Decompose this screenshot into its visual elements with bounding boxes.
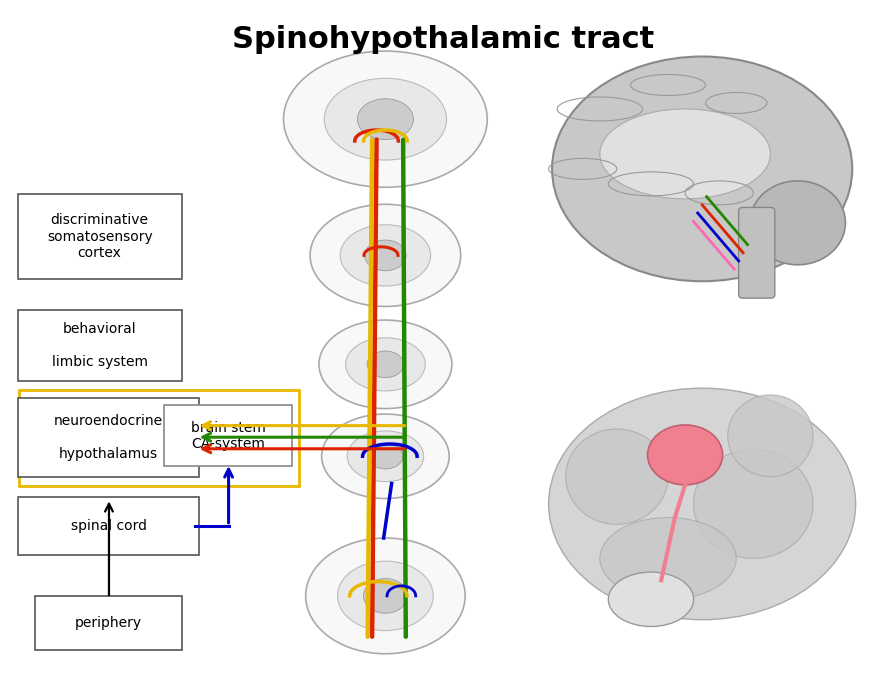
Text: behavioral

limbic system: behavioral limbic system	[51, 322, 148, 369]
Ellipse shape	[600, 109, 771, 199]
Text: neuroendocrine

hypothalamus: neuroendocrine hypothalamus	[54, 414, 163, 461]
Ellipse shape	[306, 538, 465, 654]
Ellipse shape	[600, 518, 736, 599]
Ellipse shape	[324, 78, 447, 160]
Text: brain stem
CA-system: brain stem CA-system	[190, 421, 266, 451]
Ellipse shape	[338, 561, 433, 631]
Ellipse shape	[750, 181, 845, 265]
Ellipse shape	[648, 425, 723, 485]
Ellipse shape	[347, 431, 424, 481]
Ellipse shape	[727, 395, 813, 477]
Ellipse shape	[552, 57, 852, 281]
Ellipse shape	[363, 579, 408, 613]
FancyBboxPatch shape	[35, 596, 182, 650]
Ellipse shape	[365, 240, 406, 270]
Ellipse shape	[609, 572, 694, 627]
Ellipse shape	[340, 225, 431, 286]
FancyBboxPatch shape	[18, 194, 182, 279]
Ellipse shape	[368, 443, 403, 469]
Ellipse shape	[284, 51, 487, 187]
Text: periphery: periphery	[75, 616, 142, 630]
Ellipse shape	[357, 99, 414, 140]
Ellipse shape	[310, 204, 461, 306]
Ellipse shape	[548, 388, 856, 620]
Text: discriminative
somatosensory
cortex: discriminative somatosensory cortex	[47, 213, 152, 260]
FancyBboxPatch shape	[18, 497, 199, 555]
FancyBboxPatch shape	[739, 208, 774, 298]
Ellipse shape	[319, 320, 452, 409]
FancyBboxPatch shape	[164, 405, 292, 466]
Ellipse shape	[694, 449, 813, 558]
FancyBboxPatch shape	[18, 310, 182, 381]
Text: spinal cord: spinal cord	[71, 519, 146, 533]
Ellipse shape	[367, 351, 404, 377]
FancyBboxPatch shape	[18, 398, 199, 477]
Ellipse shape	[322, 414, 449, 498]
Ellipse shape	[565, 429, 668, 524]
Text: Spinohypothalamic tract: Spinohypothalamic tract	[232, 25, 654, 54]
Ellipse shape	[346, 338, 425, 391]
